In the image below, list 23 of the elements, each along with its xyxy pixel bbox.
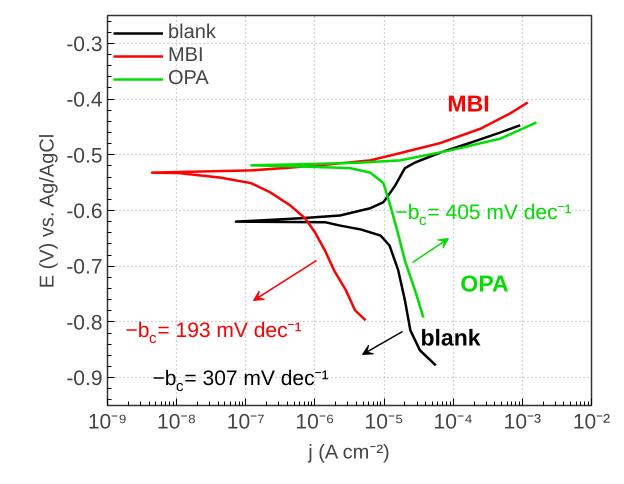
x-axis-title: j (A cm⁻²) bbox=[307, 442, 390, 464]
y-tick-label: -0.4 bbox=[66, 88, 103, 112]
annotation: blank bbox=[420, 324, 481, 350]
x-tick-label: 10⁻⁹ bbox=[88, 410, 128, 434]
legend-label: MBI bbox=[168, 44, 204, 67]
x-tick-label: 10⁻⁴ bbox=[434, 410, 473, 434]
y-axis-title: E (V) vs. Ag/AgCl bbox=[36, 134, 58, 288]
y-tick-label: -0.3 bbox=[66, 32, 102, 56]
x-tick-label: 10⁻⁸ bbox=[157, 410, 196, 434]
annotation: OPA bbox=[460, 270, 509, 296]
y-tick-label: -0.9 bbox=[66, 367, 102, 390]
x-tick-label: 10⁻³ bbox=[504, 410, 542, 434]
legend-label: OPA bbox=[168, 67, 209, 90]
x-tick-label: 10⁻⁶ bbox=[295, 410, 334, 434]
y-tick-label: -0.7 bbox=[66, 256, 102, 279]
x-tick-label: 10⁻⁵ bbox=[364, 410, 404, 434]
y-tick-label: -0.8 bbox=[66, 311, 102, 334]
annotation: MBI bbox=[447, 90, 490, 116]
x-tick-label: 10⁻⁷ bbox=[226, 410, 265, 434]
legend-label: blank bbox=[168, 21, 216, 44]
y-tick-label: -0.6 bbox=[66, 200, 102, 223]
y-tick-label: -0.5 bbox=[66, 144, 102, 168]
x-tick-label: 10⁻² bbox=[572, 410, 610, 434]
